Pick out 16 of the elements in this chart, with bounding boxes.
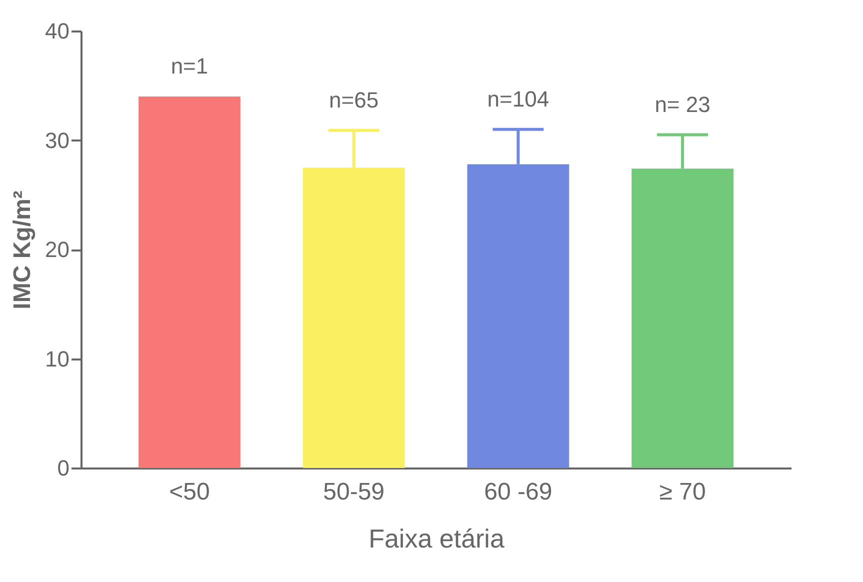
annotation: n=65 bbox=[329, 87, 379, 112]
y-tick-label: 10 bbox=[45, 346, 70, 372]
y-tick-label: 40 bbox=[45, 18, 70, 44]
x-tick-label: <50 bbox=[169, 478, 210, 506]
y-tick-label: 20 bbox=[45, 237, 70, 262]
bar bbox=[138, 96, 240, 468]
y-tick-label: 30 bbox=[45, 128, 70, 153]
y-axis-title: IMC Kg/m² bbox=[9, 190, 36, 310]
annotation: n=104 bbox=[487, 86, 550, 112]
annotation: n=1 bbox=[170, 54, 208, 79]
x-tick-label: 60 -69 bbox=[484, 478, 552, 506]
x-axis-title: Faixa etária bbox=[368, 524, 505, 554]
x-tick-label: ≥ 70 bbox=[659, 478, 706, 506]
x-tick-label: 50-59 bbox=[323, 478, 385, 506]
y-tick-label: 0 bbox=[57, 456, 70, 480]
annotation: n= 23 bbox=[654, 92, 710, 117]
